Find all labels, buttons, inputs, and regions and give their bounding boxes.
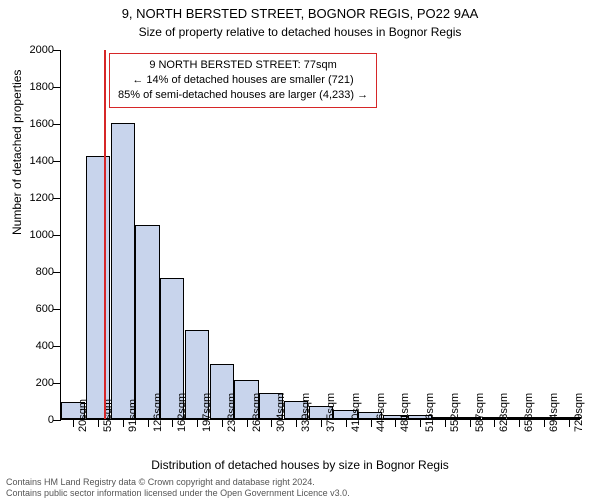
x-axis-label: Distribution of detached houses by size … <box>0 458 600 472</box>
y-tick <box>53 161 61 162</box>
x-tick <box>73 419 74 427</box>
x-tick <box>296 419 297 427</box>
x-tick <box>98 419 99 427</box>
x-tick-label: 623sqm <box>498 393 510 432</box>
annot-line: 9 NORTH BERSTED STREET: 77sqm <box>118 58 368 73</box>
y-tick-label: 1600 <box>4 118 54 130</box>
y-tick-label: 0 <box>4 414 54 426</box>
x-tick-label: 446sqm <box>375 393 387 432</box>
x-tick-label: 552sqm <box>449 393 461 432</box>
x-tick <box>569 419 570 427</box>
y-tick-label: 1000 <box>4 229 54 241</box>
histogram-bar <box>86 156 110 419</box>
x-tick <box>197 419 198 427</box>
histogram-bar <box>135 225 159 419</box>
x-tick <box>148 419 149 427</box>
chart-area: 020040060080010001200140016001800200020s… <box>60 50 580 420</box>
y-tick-label: 800 <box>4 266 54 278</box>
y-tick <box>53 124 61 125</box>
x-tick <box>346 419 347 427</box>
y-axis-label: Number of detached properties <box>10 70 24 235</box>
x-tick-label: 481sqm <box>399 393 411 432</box>
marker-line <box>104 50 106 419</box>
x-tick-label: 729sqm <box>573 393 585 432</box>
x-tick <box>445 419 446 427</box>
footer-line2: Contains public sector information licen… <box>6 488 350 498</box>
x-tick <box>494 419 495 427</box>
y-tick-label: 1200 <box>4 192 54 204</box>
x-tick <box>470 419 471 427</box>
x-tick <box>371 419 372 427</box>
footer-line1: Contains HM Land Registry data © Crown c… <box>6 477 350 487</box>
histogram-bar <box>111 123 135 419</box>
y-tick <box>53 235 61 236</box>
chart-title: 9, NORTH BERSTED STREET, BOGNOR REGIS, P… <box>0 0 600 23</box>
x-tick-label: 516sqm <box>424 393 436 432</box>
y-tick-label: 1400 <box>4 155 54 167</box>
annot-line: 85% of semi-detached houses are larger (… <box>118 88 368 103</box>
footer-attribution: Contains HM Land Registry data © Crown c… <box>6 477 350 498</box>
y-tick <box>53 420 61 421</box>
y-tick-label: 400 <box>4 340 54 352</box>
y-tick <box>53 272 61 273</box>
y-tick <box>53 50 61 51</box>
y-tick-label: 1800 <box>4 81 54 93</box>
annot-line: ← 14% of detached houses are smaller (72… <box>118 73 368 88</box>
x-tick <box>544 419 545 427</box>
chart-container: 9, NORTH BERSTED STREET, BOGNOR REGIS, P… <box>0 0 600 500</box>
chart-subtitle: Size of property relative to detached ho… <box>0 23 600 39</box>
annotation-box: 9 NORTH BERSTED STREET: 77sqm← 14% of de… <box>109 53 377 108</box>
y-tick <box>53 346 61 347</box>
x-tick <box>519 419 520 427</box>
x-tick <box>222 419 223 427</box>
x-tick-label: 587sqm <box>474 393 486 432</box>
x-tick <box>395 419 396 427</box>
x-tick-label: 658sqm <box>523 393 535 432</box>
x-tick-label: 694sqm <box>548 393 560 432</box>
plot-region: 020040060080010001200140016001800200020s… <box>60 50 580 420</box>
y-tick <box>53 309 61 310</box>
y-tick-label: 600 <box>4 303 54 315</box>
x-tick <box>321 419 322 427</box>
y-tick <box>53 383 61 384</box>
y-tick-label: 200 <box>4 377 54 389</box>
y-tick <box>53 87 61 88</box>
y-tick-label: 2000 <box>4 44 54 56</box>
x-tick <box>247 419 248 427</box>
x-tick <box>172 419 173 427</box>
x-tick <box>420 419 421 427</box>
x-tick <box>123 419 124 427</box>
y-tick <box>53 198 61 199</box>
x-tick <box>271 419 272 427</box>
